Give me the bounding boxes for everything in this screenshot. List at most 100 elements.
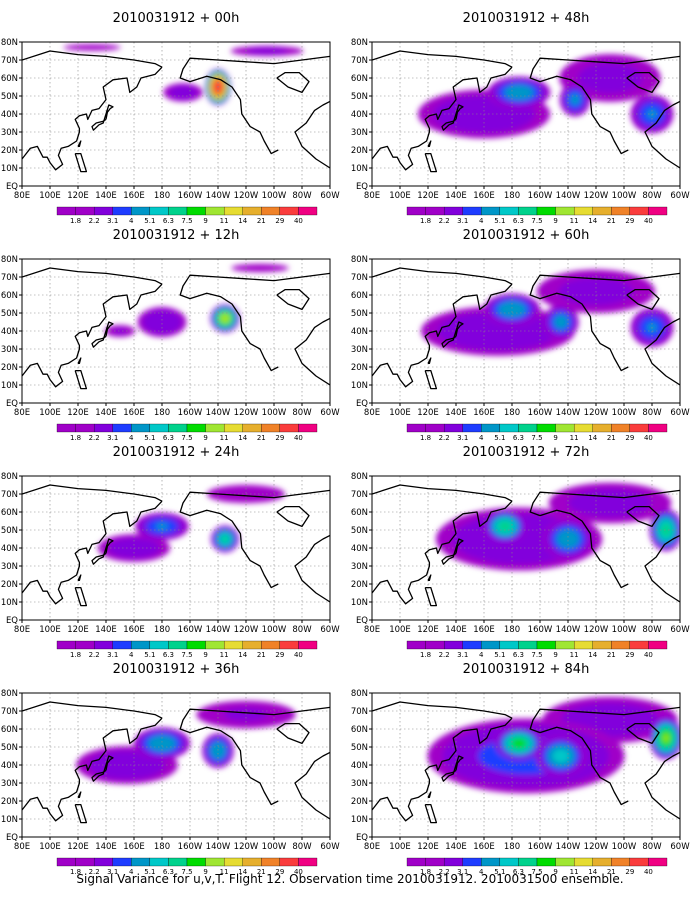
colorbar-swatch (131, 857, 151, 867)
colorbar-swatch (205, 423, 225, 433)
x-tick-label: 120W (234, 191, 259, 201)
colorbar-swatch (168, 423, 188, 433)
colorbar-swatch (149, 857, 169, 867)
y-tick-label: 10N (351, 381, 368, 391)
x-tick-label: 160W (528, 842, 553, 852)
x-tick-label: 100W (262, 191, 287, 201)
colorbar-swatch (462, 857, 482, 867)
colorbar-label: 5.1 (144, 651, 155, 659)
colorbar-swatch (205, 857, 225, 867)
colorbar-label: 2.2 (439, 217, 450, 225)
x-tick-label: 120W (584, 191, 609, 201)
colorbar-swatch (518, 206, 538, 216)
colorbar-swatch (425, 640, 445, 650)
panel-title: 2010031912 + 48h (463, 11, 590, 26)
colorbar-swatch (186, 857, 206, 867)
x-tick-label: 140W (206, 842, 231, 852)
x-tick-label: 180 (504, 191, 520, 201)
colorbar-swatch (629, 423, 649, 433)
colorbar-label: 6.3 (513, 868, 524, 876)
colorbar-swatch (611, 857, 631, 867)
x-tick-label: 60W (670, 625, 690, 635)
colorbar-label: 4 (129, 868, 134, 876)
variance-field (372, 693, 680, 837)
contour-band (497, 301, 527, 318)
panel-title: 2010031912 + 12h (113, 228, 240, 243)
colorbar-label: 40 (644, 868, 653, 876)
variance-blob (649, 508, 680, 552)
map-panels: 2010031912 + 00h 80E 100E 120E 140E 160E 180 16… (1, 11, 690, 876)
figure-caption: Signal Variance for u,v,T. Flight 12. Ob… (76, 872, 624, 886)
variance-blob (231, 263, 289, 273)
colorbar-label: 14 (588, 217, 597, 225)
colorbar-swatch (186, 423, 206, 433)
colorbar-swatch (481, 423, 501, 433)
x-tick-label: 100E (389, 408, 411, 418)
contour-band (568, 489, 652, 517)
coastlines (22, 701, 330, 824)
x-tick-label: 80E (14, 625, 30, 635)
colorbar-swatch (93, 640, 113, 650)
colorbar-label: 29 (275, 651, 284, 659)
colorbar-label: 2.2 (89, 651, 100, 659)
x-tick-label: 80W (642, 625, 662, 635)
variance-blob (163, 83, 203, 102)
colorbar-swatch (298, 640, 318, 650)
colorbar-label: 21 (607, 651, 616, 659)
x-tick-label: 80E (14, 191, 30, 201)
colorbar-swatch (261, 857, 281, 867)
colorbar-swatch (112, 423, 132, 433)
colorbar-swatch (462, 423, 482, 433)
y-tick-label: 40N (1, 544, 18, 554)
y-tick-label: 30N (351, 779, 368, 789)
variance-field (372, 42, 680, 186)
coastlines (372, 484, 680, 607)
colorbar-swatch (443, 206, 463, 216)
colorbar-swatch (168, 206, 188, 216)
x-tick-label: 60W (670, 191, 690, 201)
colorbar-swatch (186, 640, 206, 650)
colorbar-label: 1.8 (70, 217, 81, 225)
colorbar-label: 11 (220, 868, 229, 876)
colorbar-label: 3.1 (457, 868, 468, 876)
x-tick-label: 180 (154, 408, 170, 418)
colorbar-swatch (93, 423, 113, 433)
contour-band (663, 734, 669, 742)
colorbar-label: 2.2 (89, 868, 100, 876)
x-tick-label: 160W (178, 625, 203, 635)
y-tick-label: 30N (1, 562, 18, 572)
colorbar-swatch (518, 423, 538, 433)
x-tick-label: 180 (504, 408, 520, 418)
colorbar-label: 2.2 (89, 217, 100, 225)
y-tick-label: 60N (351, 725, 368, 735)
colorbar-swatch (298, 423, 318, 433)
x-tick-label: 100W (262, 408, 287, 418)
y-tick-label: 60N (351, 508, 368, 518)
x-tick-label: 60W (670, 842, 690, 852)
y-tick-label: 20N (1, 580, 18, 590)
colorbar-label: 9 (203, 217, 207, 225)
colorbar-label: 7.5 (181, 434, 192, 442)
x-tick-label: 160W (528, 625, 553, 635)
y-tick-label: 10N (351, 598, 368, 608)
y-tick-label: EQ (6, 182, 18, 192)
colorbar-label: 29 (625, 868, 634, 876)
colorbar-swatch (56, 423, 76, 433)
colorbar-swatch (298, 857, 318, 867)
x-tick-label: 140W (556, 625, 581, 635)
y-tick-label: 50N (1, 526, 18, 536)
x-tick-label: 160W (178, 842, 203, 852)
x-tick-label: 140W (556, 408, 581, 418)
x-tick-label: 160W (178, 191, 203, 201)
y-tick-label: 30N (351, 128, 368, 138)
colorbar-swatch (499, 857, 519, 867)
colorbar-label: 11 (570, 434, 579, 442)
x-tick-label: 60W (320, 191, 340, 201)
contour-band (221, 535, 229, 543)
colorbar-swatch (56, 640, 76, 650)
colorbar-label: 9 (553, 868, 557, 876)
x-tick-label: 100E (39, 408, 61, 418)
colorbar-label: 1.8 (70, 434, 81, 442)
y-tick-label: 20N (1, 363, 18, 373)
colorbar-label: 1.8 (420, 651, 431, 659)
